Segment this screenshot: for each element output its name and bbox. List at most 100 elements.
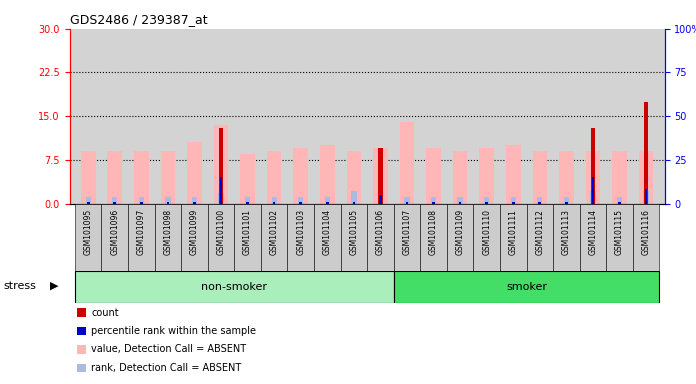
Bar — [539, 202, 541, 204]
Bar — [532, 151, 547, 204]
Text: GDS2486 / 239387_at: GDS2486 / 239387_at — [70, 13, 207, 26]
Bar — [86, 197, 91, 204]
Bar — [378, 148, 383, 204]
Bar — [314, 204, 340, 271]
Bar — [527, 204, 553, 271]
Bar — [326, 202, 329, 204]
Bar — [219, 128, 223, 204]
Bar — [166, 202, 169, 204]
Text: rank, Detection Call = ABSENT: rank, Detection Call = ABSENT — [91, 363, 242, 373]
Bar — [161, 151, 175, 204]
Bar — [592, 177, 594, 204]
Text: stress: stress — [3, 281, 36, 291]
Bar — [404, 197, 410, 204]
Bar — [87, 202, 90, 204]
Bar — [107, 151, 122, 204]
Bar — [400, 122, 414, 204]
Bar — [485, 202, 488, 204]
Bar — [294, 148, 308, 204]
Bar — [165, 197, 171, 204]
Text: GSM101099: GSM101099 — [190, 209, 199, 255]
Bar — [612, 151, 627, 204]
Bar — [484, 197, 489, 204]
Bar — [644, 102, 649, 204]
Bar — [81, 151, 95, 204]
Bar — [181, 204, 207, 271]
Bar — [447, 204, 473, 271]
Bar — [426, 148, 441, 204]
Bar — [246, 202, 249, 204]
Bar — [245, 197, 251, 204]
Bar — [351, 191, 356, 204]
Bar — [618, 202, 621, 204]
Bar — [511, 197, 516, 204]
Bar — [420, 204, 447, 271]
Text: GSM101110: GSM101110 — [482, 209, 491, 255]
Bar — [287, 204, 314, 271]
Bar — [643, 191, 649, 204]
Text: GSM101101: GSM101101 — [243, 209, 252, 255]
Bar — [394, 271, 659, 303]
Bar — [564, 197, 569, 204]
Text: GSM101107: GSM101107 — [402, 209, 411, 255]
Bar — [590, 191, 596, 204]
Bar — [320, 145, 335, 204]
Bar — [298, 197, 303, 204]
Text: non-smoker: non-smoker — [201, 282, 267, 292]
Text: GSM101105: GSM101105 — [349, 209, 358, 255]
Bar — [207, 204, 235, 271]
Bar — [155, 204, 181, 271]
Bar — [271, 197, 277, 204]
Bar — [379, 195, 381, 204]
Text: GSM101102: GSM101102 — [269, 209, 278, 255]
Text: GSM101096: GSM101096 — [110, 209, 119, 255]
Bar — [261, 204, 287, 271]
Bar — [633, 204, 659, 271]
Text: GSM101097: GSM101097 — [137, 209, 146, 255]
Text: percentile rank within the sample: percentile rank within the sample — [91, 326, 256, 336]
Bar — [299, 202, 302, 204]
Text: GSM101111: GSM101111 — [509, 209, 518, 255]
Text: GSM101108: GSM101108 — [429, 209, 438, 255]
Text: value, Detection Call = ABSENT: value, Detection Call = ABSENT — [91, 344, 246, 354]
Bar — [128, 204, 155, 271]
Text: GSM101106: GSM101106 — [376, 209, 385, 255]
Bar — [113, 202, 116, 204]
Text: GSM101109: GSM101109 — [456, 209, 465, 255]
Text: GSM101112: GSM101112 — [535, 209, 544, 255]
Bar — [75, 271, 394, 303]
Bar — [102, 204, 128, 271]
Bar — [406, 202, 409, 204]
Text: GSM101116: GSM101116 — [642, 209, 651, 255]
Bar — [644, 189, 647, 204]
Bar — [537, 197, 542, 204]
Bar — [219, 193, 223, 204]
Bar — [353, 202, 355, 204]
Bar — [559, 151, 574, 204]
Bar — [340, 204, 367, 271]
Bar — [480, 148, 494, 204]
Bar — [453, 151, 468, 204]
Bar — [565, 202, 568, 204]
Text: GSM101103: GSM101103 — [296, 209, 306, 255]
Text: ▶: ▶ — [50, 281, 58, 291]
Bar — [457, 197, 463, 204]
Text: GSM101098: GSM101098 — [164, 209, 173, 255]
Text: GSM101113: GSM101113 — [562, 209, 571, 255]
Bar — [500, 204, 527, 271]
Bar — [639, 151, 654, 204]
Text: count: count — [91, 308, 119, 318]
Text: GSM101095: GSM101095 — [84, 209, 93, 255]
Bar — [553, 204, 580, 271]
Bar — [432, 202, 435, 204]
Bar — [459, 202, 461, 204]
Bar — [192, 197, 197, 204]
Bar — [193, 202, 196, 204]
Bar — [112, 197, 118, 204]
Text: smoker: smoker — [506, 282, 547, 292]
Bar — [324, 197, 330, 204]
Bar — [394, 204, 420, 271]
Bar — [75, 204, 102, 271]
Bar — [267, 151, 281, 204]
Bar — [187, 142, 202, 204]
